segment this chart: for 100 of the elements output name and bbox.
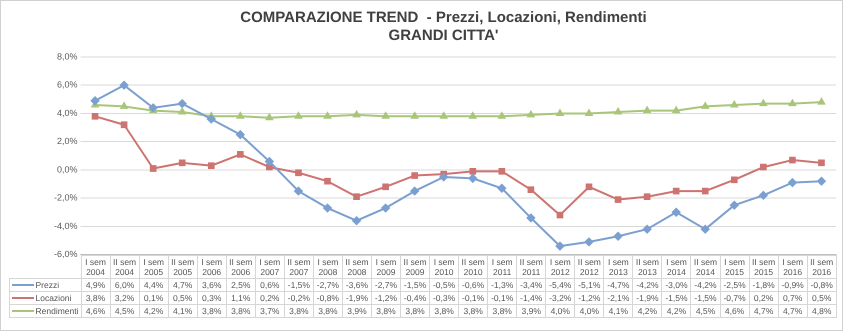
- x-tick-label: I sem 2012: [546, 255, 575, 278]
- data-label: 3,9%: [516, 304, 546, 318]
- data-label: 3,8%: [197, 304, 226, 318]
- data-label: -2,1%: [604, 291, 633, 304]
- x-tick-label: II sem 2016: [807, 255, 836, 278]
- data-label: 0,7%: [778, 291, 808, 304]
- data-label: 4,7%: [168, 278, 198, 292]
- data-label: -3,2%: [546, 291, 575, 304]
- data-label: 4,0%: [546, 304, 575, 318]
- data-label: 3,8%: [430, 304, 459, 318]
- data-label: 3,2%: [110, 291, 140, 304]
- data-label: 0,3%: [197, 291, 226, 304]
- data-label: -1,3%: [488, 278, 517, 292]
- x-tick-label: I sem 2011: [488, 255, 517, 278]
- data-label: -3,6%: [342, 278, 372, 292]
- data-label: 3,8%: [488, 304, 517, 318]
- x-tick-label: II sem 2008: [342, 255, 372, 278]
- y-tick-label: -2,0%: [54, 192, 78, 203]
- x-tick-label: I sem 2004: [81, 255, 110, 278]
- data-label: -0,7%: [720, 291, 750, 304]
- data-label: 0,5%: [807, 291, 836, 304]
- x-tick-label: I sem 2015: [720, 255, 750, 278]
- data-label: 4,4%: [139, 278, 168, 292]
- data-label: -1,9%: [342, 291, 372, 304]
- data-label: -1,5%: [662, 291, 691, 304]
- data-label: -4,2%: [690, 278, 720, 292]
- data-label: -0,8%: [313, 291, 342, 304]
- data-label: 3,8%: [284, 304, 314, 318]
- data-label: 3,7%: [255, 304, 284, 318]
- x-tick-label: II sem 2012: [574, 255, 604, 278]
- data-label: 3,8%: [400, 304, 430, 318]
- data-label: 3,8%: [458, 304, 488, 318]
- data-label: 0,1%: [139, 291, 168, 304]
- data-label: 4,6%: [81, 304, 110, 318]
- x-tick-label: I sem 2005: [139, 255, 168, 278]
- data-label: 4,1%: [168, 304, 198, 318]
- data-label: -2,7%: [371, 278, 401, 292]
- data-label: 3,8%: [313, 304, 342, 318]
- x-tick-label: I sem 2008: [313, 255, 342, 278]
- x-tick-label: II sem 2013: [632, 255, 662, 278]
- y-tick-label: 2,0%: [56, 136, 78, 146]
- legend-label: Prezzi: [36, 280, 60, 290]
- data-label: -1,2%: [574, 291, 604, 304]
- y-tick-label: 0,0%: [56, 164, 78, 174]
- y-tick-label: -4,0%: [54, 220, 78, 231]
- data-label: 0,6%: [255, 278, 284, 292]
- data-label: 4,6%: [720, 304, 750, 318]
- x-tick-label: II sem 2005: [168, 255, 198, 278]
- data-label: -0,5%: [430, 278, 459, 292]
- data-label: 3,6%: [197, 278, 226, 292]
- x-tick-label: II sem 2011: [516, 255, 546, 278]
- data-label: 2,5%: [226, 278, 256, 292]
- x-tick-label: I sem 2010: [430, 255, 459, 278]
- data-label: -2,7%: [313, 278, 342, 292]
- data-label: 3,8%: [81, 291, 110, 304]
- data-label: -1,5%: [400, 278, 430, 292]
- data-label: -4,2%: [632, 278, 662, 292]
- x-tick-label: I sem 2009: [371, 255, 401, 278]
- legend-label: Rendimenti: [36, 306, 78, 316]
- data-label: 0,2%: [749, 291, 778, 304]
- data-label: -0,8%: [807, 278, 836, 292]
- data-label: 3,9%: [342, 304, 372, 318]
- data-label: -4,7%: [604, 278, 633, 292]
- data-label: 4,7%: [778, 304, 808, 318]
- x-tick-label: I sem 2006: [197, 255, 226, 278]
- x-tick-label: II sem 2006: [226, 255, 256, 278]
- data-label: 4,1%: [604, 304, 633, 318]
- data-label: 4,8%: [807, 304, 836, 318]
- x-tick-label: I sem 2007: [255, 255, 284, 278]
- data-label: 6,0%: [110, 278, 140, 292]
- x-tick-label: II sem 2009: [400, 255, 430, 278]
- y-tick-label: 8,0%: [56, 51, 78, 62]
- x-tick-label: I sem 2013: [604, 255, 633, 278]
- y-tick-label: 4,0%: [56, 108, 78, 118]
- data-label: 4,7%: [749, 304, 778, 318]
- data-label: 4,5%: [110, 304, 140, 318]
- data-label: 0,5%: [168, 291, 198, 304]
- chart-title: COMPARAZIONE TREND - Prezzi, Locazioni, Rendimenti GRANDI CITTA': [240, 9, 647, 44]
- data-label: -0,3%: [430, 291, 459, 304]
- data-label: -2,5%: [720, 278, 750, 292]
- data-label: -3,0%: [662, 278, 691, 292]
- x-tick-label: I sem 2016: [778, 255, 808, 278]
- data-label: 3,8%: [226, 304, 256, 318]
- data-label: 4,9%: [81, 278, 110, 292]
- data-label: 1,1%: [226, 291, 256, 304]
- data-label: -0,1%: [488, 291, 517, 304]
- data-label: -5,4%: [546, 278, 575, 292]
- data-label: 4,0%: [574, 304, 604, 318]
- x-tick-label: II sem 2004: [110, 255, 140, 278]
- data-label: -3,4%: [516, 278, 546, 292]
- data-label: 0,2%: [255, 291, 284, 304]
- data-label: -0,1%: [458, 291, 488, 304]
- data-label: -1,5%: [284, 278, 314, 292]
- data-label: -1,4%: [516, 291, 546, 304]
- y-tick-label: 6,0%: [56, 80, 78, 90]
- data-label: 4,5%: [690, 304, 720, 318]
- data-label: -0,6%: [458, 278, 488, 292]
- data-label: -1,2%: [371, 291, 401, 304]
- data-label: 4,2%: [662, 304, 691, 318]
- data-label: 4,2%: [139, 304, 168, 318]
